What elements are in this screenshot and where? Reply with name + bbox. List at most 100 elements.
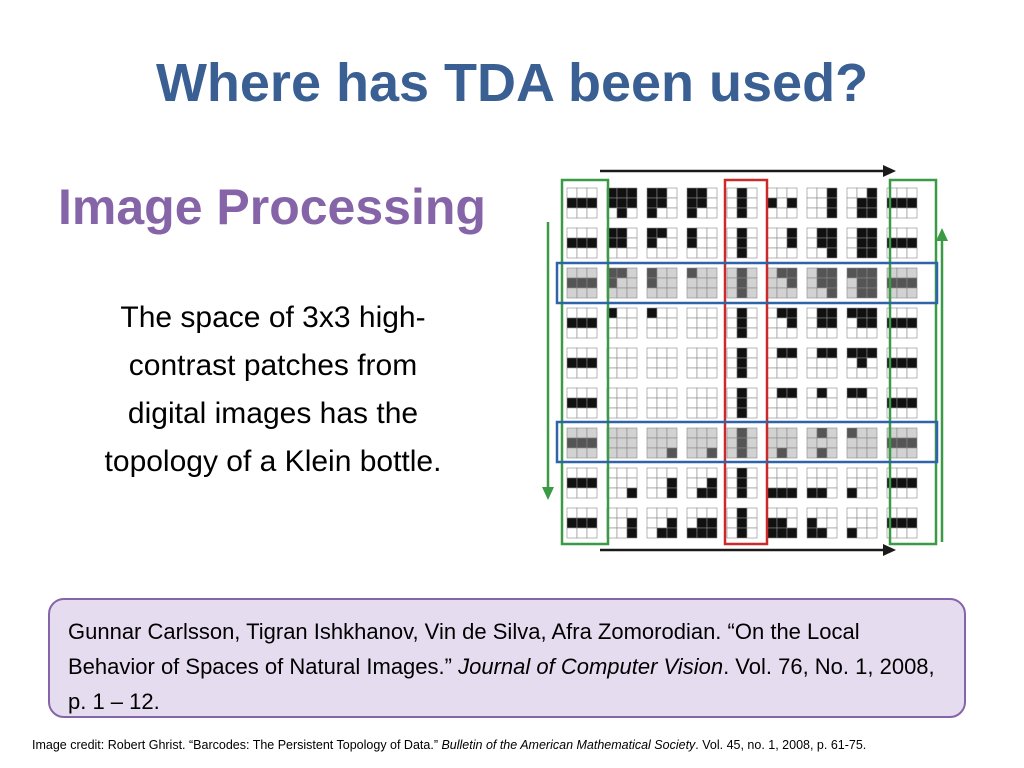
patch-cell (866, 357, 878, 369)
patch-cell (576, 347, 588, 359)
patch-cell (786, 357, 798, 369)
patch-cell (736, 507, 748, 519)
patch-cell (746, 247, 758, 259)
patch-cell (566, 507, 578, 519)
patch-cell (896, 347, 908, 359)
patch-cell (736, 287, 748, 299)
patch-cell (866, 367, 878, 379)
patch-cell (656, 287, 668, 299)
patch-cell (706, 357, 718, 369)
patch-cell (816, 197, 828, 209)
patch-cell (746, 207, 758, 219)
patch-cell (846, 287, 858, 299)
patch-cell (566, 467, 578, 479)
patch-cell (826, 327, 838, 339)
patch-cell (826, 197, 838, 209)
patch-cell (866, 477, 878, 489)
patch-cell (746, 477, 758, 489)
patch-cell (576, 477, 588, 489)
patch-cell (776, 187, 788, 199)
patch-cell (626, 237, 638, 249)
patch-cell (736, 467, 748, 479)
patch-cell (896, 327, 908, 339)
patch-cell (886, 237, 898, 249)
patch-cell (736, 187, 748, 199)
patch-cell (686, 227, 698, 239)
patch-cell (766, 387, 778, 399)
patch-cell (806, 447, 818, 459)
patch-cell (826, 507, 838, 519)
patch-cell (816, 467, 828, 479)
patch-cell (686, 267, 698, 279)
patch-cell (906, 467, 918, 479)
patch-cell (856, 187, 868, 199)
patch-cell (566, 407, 578, 419)
patch-cell (856, 507, 868, 519)
patch-cell (616, 517, 628, 529)
patch-cell (706, 197, 718, 209)
patch-cell (566, 237, 578, 249)
patch-cell (896, 287, 908, 299)
patch-cell (706, 327, 718, 339)
patch-cell (816, 247, 828, 259)
patch-cell (686, 517, 698, 529)
patch-cell (656, 487, 668, 499)
patch-cell (736, 527, 748, 539)
patch-cell (846, 277, 858, 289)
patch-cell (646, 227, 658, 239)
patch-cell (656, 317, 668, 329)
patch-cell (776, 237, 788, 249)
patch-cell (576, 197, 588, 209)
patch-cell (856, 197, 868, 209)
patch-cell (726, 517, 738, 529)
patch-cell (656, 527, 668, 539)
patch-cell (616, 437, 628, 449)
patch-cell (896, 307, 908, 319)
patch-cell (856, 287, 868, 299)
patch-cell (656, 347, 668, 359)
patch-cell (846, 227, 858, 239)
patch-cell (776, 527, 788, 539)
patch-cell (806, 207, 818, 219)
patch-cell (886, 367, 898, 379)
patch-cell (846, 387, 858, 399)
patch-cell (846, 367, 858, 379)
patch-cell (626, 287, 638, 299)
patch-cell (666, 227, 678, 239)
patch-cell (816, 267, 828, 279)
patch-cell (736, 277, 748, 289)
patch-cell (656, 197, 668, 209)
patch-cell (826, 357, 838, 369)
patch-cell (566, 367, 578, 379)
patch-cell (576, 387, 588, 399)
patch-cell (576, 517, 588, 529)
patch-cell (906, 267, 918, 279)
patch-cell (706, 307, 718, 319)
patch-cell (906, 207, 918, 219)
patch-cell (906, 407, 918, 419)
patch-cell (806, 487, 818, 499)
patch-cell (686, 447, 698, 459)
patch-cell (726, 387, 738, 399)
patch-cell (816, 437, 828, 449)
patch-cell (616, 307, 628, 319)
patch-cell (626, 477, 638, 489)
patch-cell (776, 197, 788, 209)
patch-cell (666, 277, 678, 289)
patch-cell (656, 407, 668, 419)
patch-cell (666, 527, 678, 539)
patch-cell (846, 327, 858, 339)
patch-cell (736, 487, 748, 499)
patch-cell (736, 407, 748, 419)
credit-journal: Bulletin of the American Mathematical So… (441, 738, 696, 752)
patch-cell (886, 327, 898, 339)
patch-cell (896, 477, 908, 489)
patch-cell (786, 507, 798, 519)
patch-cell (586, 487, 598, 499)
patch-cell (706, 517, 718, 529)
patch-cell (586, 517, 598, 529)
patch-cell (776, 397, 788, 409)
patch-cell (896, 237, 908, 249)
patch-cell (746, 267, 758, 279)
patch-cell (786, 267, 798, 279)
